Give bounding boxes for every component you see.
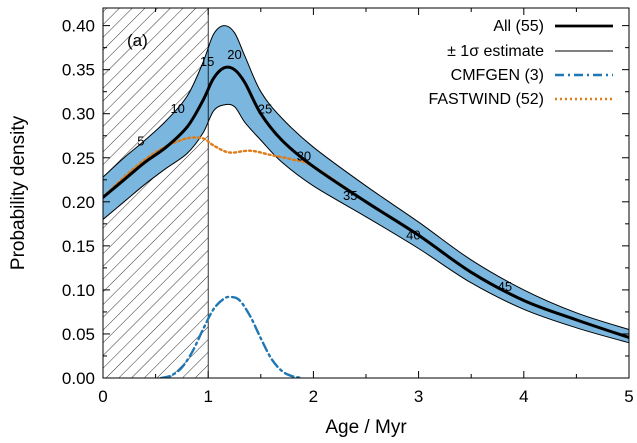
sigma-upper-line (103, 25, 629, 331)
plot-area (103, 8, 629, 378)
curve-annotations: 5 10 15 20 25 30 35 40 45 (137, 47, 512, 294)
series-cmfgen-line (159, 295, 305, 378)
curve-annotation-label: 10 (170, 101, 184, 116)
curve-annotation-label: 25 (258, 102, 272, 117)
curve-annotation-label: 15 (200, 54, 214, 69)
curve-annotation-label: 35 (343, 188, 357, 203)
legend-label-all: All (55) (493, 18, 544, 35)
sigma-band (103, 25, 629, 343)
curve-annotation-label: 30 (297, 148, 311, 163)
sigma-lower-line (103, 103, 629, 344)
y-tick-label: 0.25 (62, 149, 95, 168)
x-tick-label: 1 (203, 387, 212, 406)
curve-annotation-label: 5 (137, 133, 144, 148)
curve-annotation-label: 20 (227, 47, 241, 62)
x-tick-label: 0 (98, 387, 107, 406)
axes: 0 1 2 3 4 50.000.050.100.150.200.250.300.350.… (62, 7, 634, 406)
y-tick-label: 0.00 (62, 369, 95, 388)
curve-annotation-label: 40 (406, 228, 420, 243)
x-tick-label: 3 (414, 387, 423, 406)
legend: All (55) ± 1σ estimate CMFGEN (3) FASTWI… (428, 18, 613, 108)
y-tick-label: 0.10 (62, 281, 95, 300)
panel-label: (a) (127, 31, 148, 50)
x-tick-label: 4 (519, 387, 528, 406)
legend-label-fastwind: FASTWIND (52) (428, 91, 544, 108)
y-axis-title: Probability density (8, 115, 29, 270)
y-tick-label: 0.05 (62, 325, 95, 344)
legend-label-cmfgen: CMFGEN (3) (451, 67, 544, 84)
y-tick-label: 0.20 (62, 193, 95, 212)
series-all-line (103, 65, 629, 339)
y-tick-label: 0.30 (62, 105, 95, 124)
y-tick-label: 0.40 (62, 17, 95, 36)
x-axis-title: Age / Myr (325, 417, 407, 438)
legend-label-sigma: ± 1σ estimate (447, 43, 544, 60)
y-tick-label: 0.15 (62, 237, 95, 256)
curve-annotation-label: 45 (498, 279, 512, 294)
x-tick-label: 2 (309, 387, 318, 406)
x-tick-label: 5 (624, 387, 633, 406)
y-tick-label: 0.35 (62, 61, 95, 80)
